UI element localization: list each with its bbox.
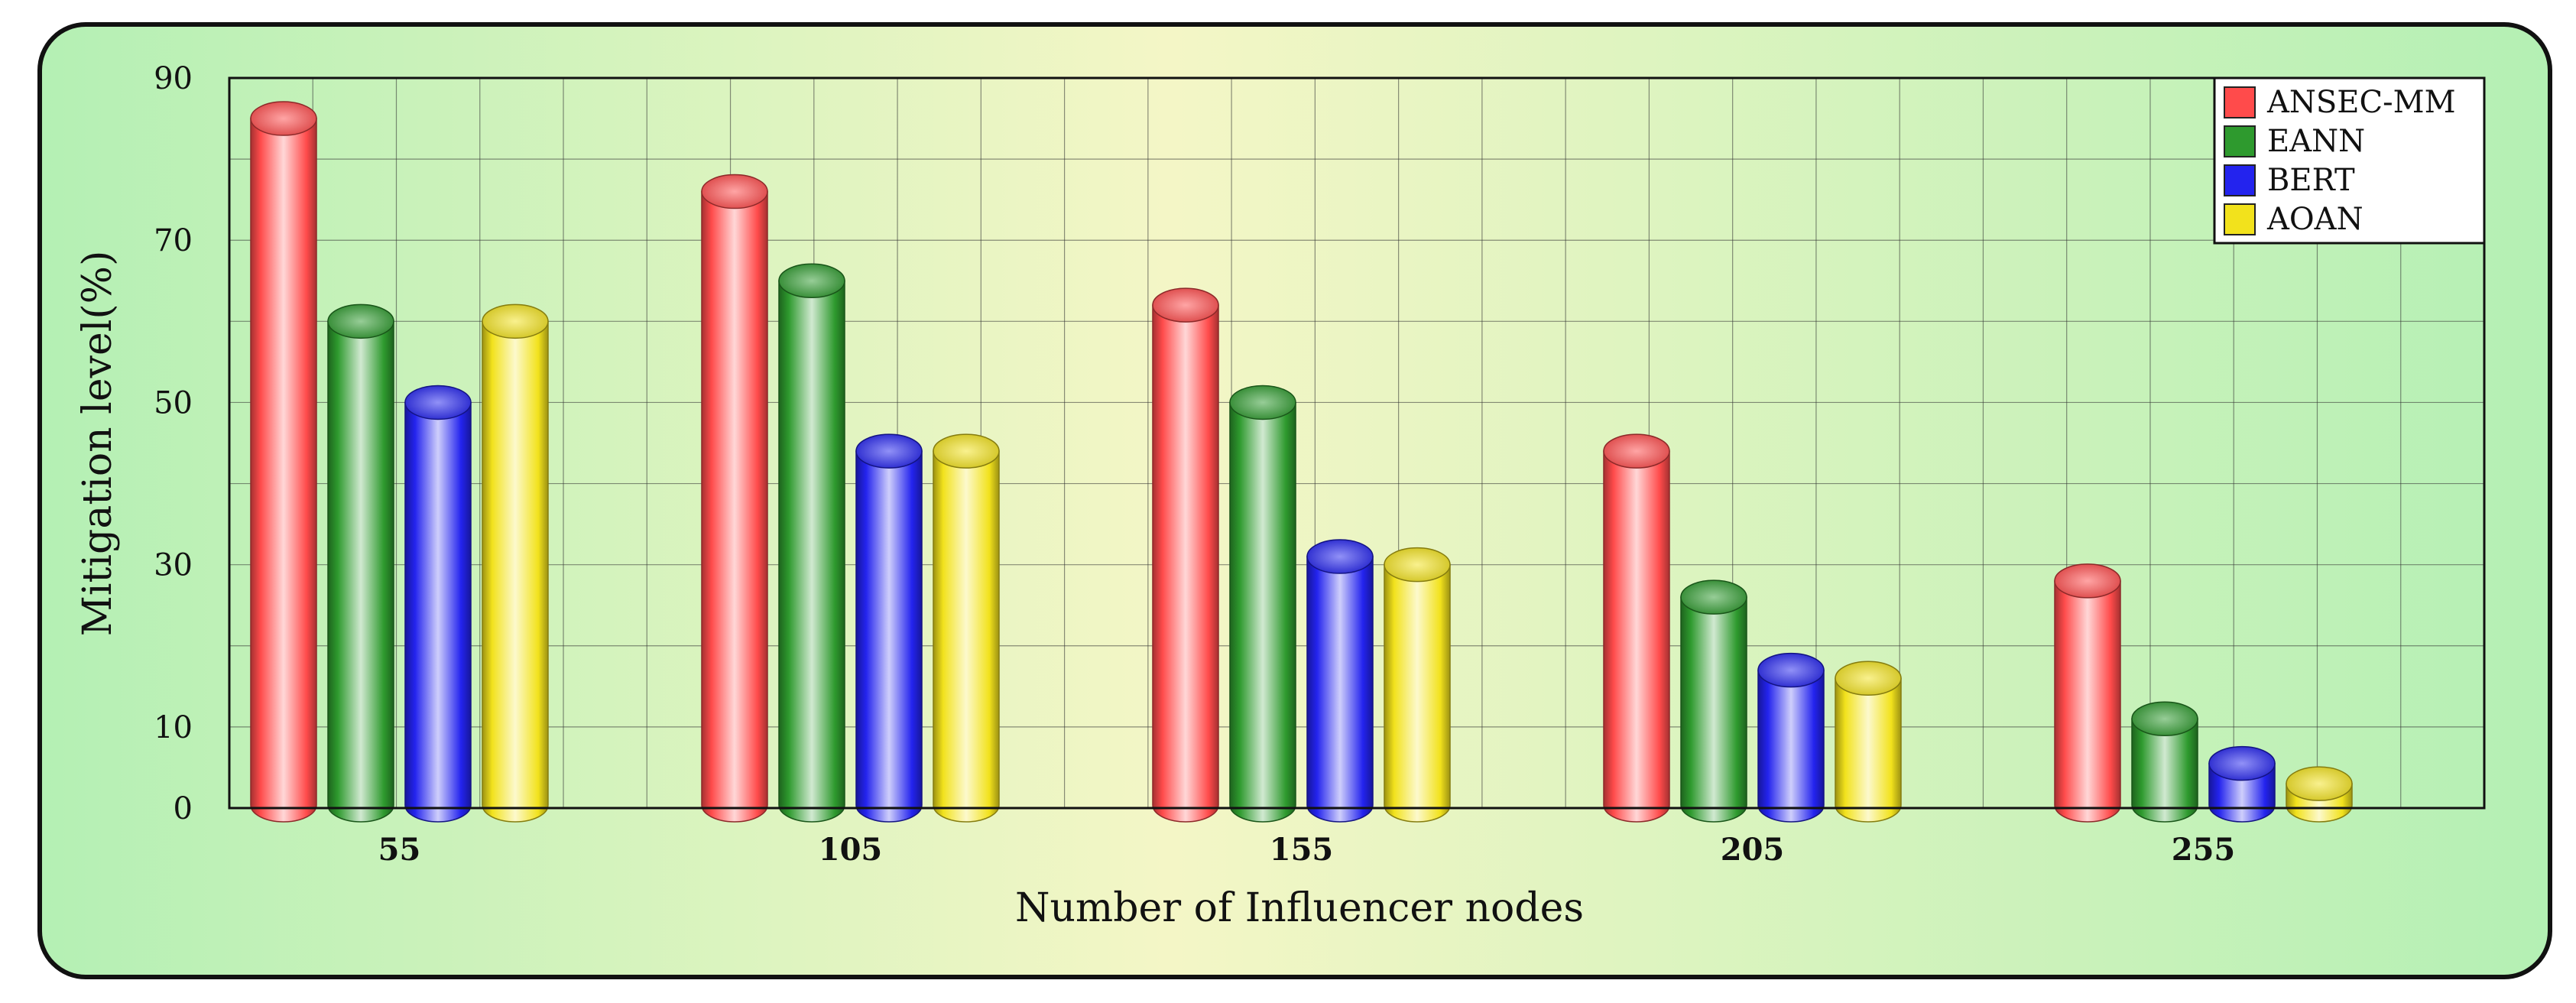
bar-bert-155 <box>1306 539 1374 823</box>
bar-eann-105 <box>778 263 845 823</box>
legend-label: EANN <box>2267 124 2365 159</box>
legend-swatch <box>2224 203 2256 235</box>
bar-ansec-mm-55 <box>250 101 317 823</box>
legend: ANSEC-MM EANN BERT AOAN <box>2213 76 2486 245</box>
x-tick-label: 55 <box>378 832 421 868</box>
legend-item-ansec-mm: ANSEC-MM <box>2224 85 2456 120</box>
x-axis-ticks: 55 105 155 205 255 <box>378 832 2236 868</box>
legend-item-eann: EANN <box>2224 124 2365 159</box>
bar-eann-205 <box>1680 579 1747 823</box>
bar-aoan-255 <box>2286 766 2353 823</box>
bar-eann-155 <box>1229 385 1296 823</box>
plot-area-border <box>228 76 2486 810</box>
legend-label: AOAN <box>2266 202 2363 237</box>
x-tick-label: 105 <box>819 832 883 868</box>
bars <box>250 101 2353 823</box>
bar-eann-55 <box>327 303 394 823</box>
legend-box <box>2213 76 2486 245</box>
legend-item-aoan: AOAN <box>2224 202 2363 237</box>
y-tick-label: 50 <box>154 385 193 420</box>
bar-bert-105 <box>855 433 923 823</box>
bar-aoan-105 <box>933 433 1000 823</box>
legend-label: BERT <box>2267 163 2355 198</box>
y-tick-label: 70 <box>154 223 193 258</box>
y-tick-label: 10 <box>154 710 193 745</box>
y-axis-ticks: 0 10 30 50 70 90 <box>154 61 193 826</box>
bar-aoan-205 <box>1835 661 1902 823</box>
bar-aoan-155 <box>1384 547 1451 823</box>
bar-bert-255 <box>2208 745 2276 823</box>
bar-ansec-mm-255 <box>2054 563 2121 823</box>
x-tick-label: 155 <box>1270 832 1334 868</box>
x-tick-label: 255 <box>2172 832 2236 868</box>
y-tick-label: 0 <box>174 791 193 826</box>
x-axis-title: Number of Influencer nodes <box>1015 885 1584 931</box>
legend-item-bert: BERT <box>2224 163 2355 198</box>
x-tick-label: 205 <box>1721 832 1785 868</box>
bar-ansec-mm-155 <box>1152 287 1219 823</box>
bar-bert-205 <box>1757 652 1825 823</box>
bar-aoan-55 <box>482 303 549 823</box>
bar-bert-55 <box>404 385 472 823</box>
y-axis-title: Mitigation level(%) <box>75 251 121 637</box>
legend-swatch <box>2224 125 2256 157</box>
y-tick-label: 90 <box>154 61 193 96</box>
legend-swatch <box>2224 86 2256 118</box>
y-tick-label: 30 <box>154 548 193 583</box>
legend-label: ANSEC-MM <box>2266 85 2456 120</box>
bar-ansec-mm-205 <box>1603 433 1670 823</box>
bar-eann-255 <box>2131 701 2198 823</box>
legend-swatch <box>2224 164 2256 196</box>
bar-ansec-mm-105 <box>701 174 768 823</box>
